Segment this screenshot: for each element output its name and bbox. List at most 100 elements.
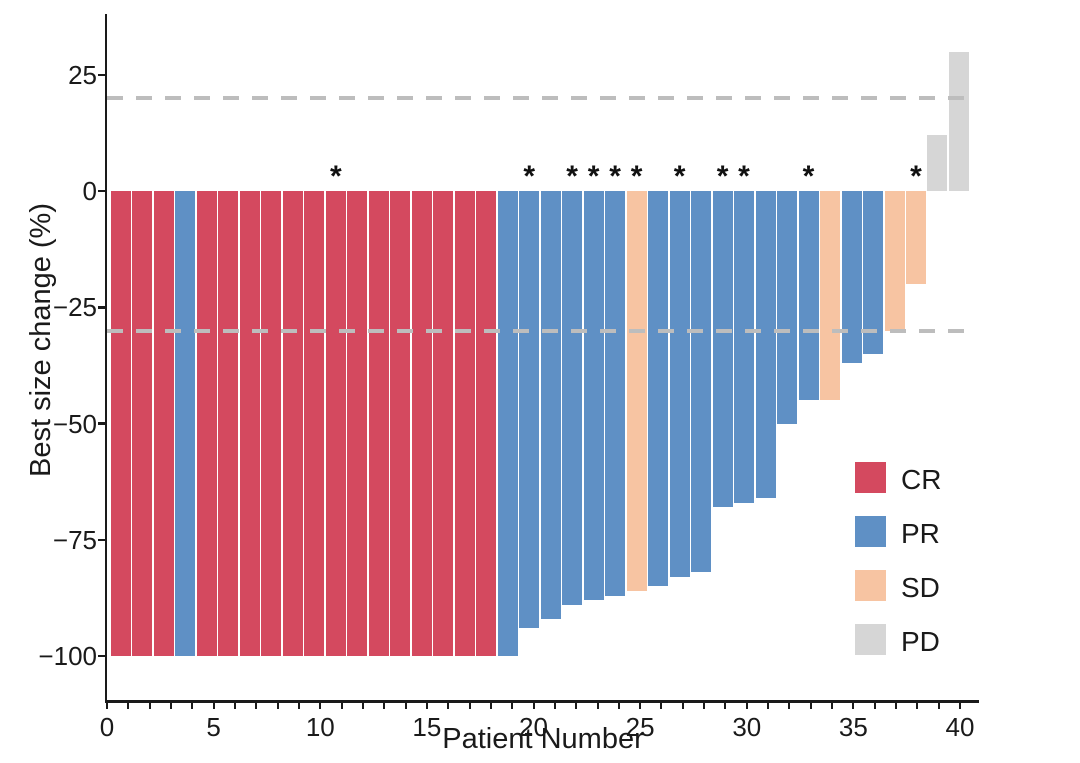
x-tick-36 bbox=[873, 702, 876, 709]
reference-line-minus30 bbox=[107, 328, 971, 333]
bar-patient-5 bbox=[196, 191, 217, 656]
x-tick-40 bbox=[959, 702, 961, 709]
legend-label-CR: CR bbox=[901, 464, 942, 495]
bar-patient-18 bbox=[476, 191, 497, 656]
bar-patient-15 bbox=[411, 191, 432, 656]
bar-patient-8 bbox=[261, 191, 282, 656]
x-tick-10 bbox=[319, 702, 322, 709]
x-tick-23 bbox=[596, 702, 599, 709]
bar-patient-16 bbox=[433, 191, 454, 656]
x-tick-38 bbox=[916, 702, 919, 709]
bar-patient-36 bbox=[863, 191, 883, 354]
x-tick-6 bbox=[233, 702, 236, 709]
x-tick-7 bbox=[255, 702, 258, 709]
bar-patient-31 bbox=[755, 191, 776, 498]
bar-patient-21 bbox=[540, 191, 561, 619]
x-tick-39 bbox=[937, 702, 940, 709]
legend-swatch-PD bbox=[855, 624, 886, 655]
legend-item-CR: CR bbox=[855, 462, 975, 495]
x-tick-17 bbox=[468, 702, 471, 709]
x-tick-18 bbox=[489, 702, 492, 709]
bar-patient-1 bbox=[110, 191, 131, 656]
legend-swatch-SD bbox=[855, 570, 886, 601]
asterisk-patient-30: * bbox=[738, 160, 750, 193]
bar-patient-33 bbox=[798, 191, 819, 401]
bar-patient-2 bbox=[132, 191, 153, 656]
asterisk-patient-38: * bbox=[910, 160, 922, 193]
x-tick-label-20: 20 bbox=[519, 712, 548, 742]
asterisk-patient-11: * bbox=[329, 160, 342, 193]
x-tick-15 bbox=[425, 702, 428, 709]
bar-patient-29 bbox=[712, 191, 733, 508]
y-tick-label--25: −25 bbox=[52, 292, 97, 323]
x-tick-0 bbox=[106, 702, 108, 709]
asterisk-patient-33: * bbox=[802, 160, 815, 193]
bar-patient-40 bbox=[948, 51, 969, 191]
x-tick-label-25: 25 bbox=[625, 712, 655, 742]
x-tick-25 bbox=[639, 702, 642, 709]
bar-patient-24 bbox=[605, 191, 626, 596]
x-tick-9 bbox=[297, 702, 300, 709]
x-tick-37 bbox=[895, 702, 897, 709]
bar-patient-35 bbox=[841, 191, 862, 364]
bar-patient-27 bbox=[669, 191, 690, 577]
bar-patient-39 bbox=[927, 135, 948, 191]
reference-line-plus20 bbox=[107, 96, 971, 100]
legend-label-PR: PR bbox=[901, 518, 940, 549]
x-tick-33 bbox=[809, 702, 812, 709]
x-axis-line bbox=[104, 700, 979, 703]
bar-patient-25 bbox=[626, 191, 647, 591]
y-tick--75 bbox=[98, 538, 107, 541]
y-tick--25 bbox=[98, 306, 107, 309]
x-tick-31 bbox=[767, 702, 770, 709]
x-tick-label-35: 35 bbox=[838, 712, 868, 742]
bar-patient-38 bbox=[906, 191, 926, 284]
x-tick-32 bbox=[788, 702, 791, 709]
bar-patient-26 bbox=[648, 191, 669, 587]
bar-patient-4 bbox=[175, 191, 196, 656]
bar-patient-13 bbox=[368, 191, 389, 656]
x-tick-19 bbox=[511, 702, 514, 709]
bar-patient-28 bbox=[691, 191, 712, 573]
x-tick-5 bbox=[212, 702, 215, 709]
bar-patient-7 bbox=[239, 191, 260, 656]
bar-patient-37 bbox=[884, 191, 905, 331]
x-tick-35 bbox=[852, 702, 855, 709]
bar-patient-19 bbox=[497, 191, 518, 656]
y-tick-label--50: −50 bbox=[52, 408, 97, 439]
asterisk-patient-27: * bbox=[673, 160, 686, 193]
asterisk-patient-24: * bbox=[609, 160, 621, 193]
x-tick-label-30: 30 bbox=[732, 712, 762, 742]
x-tick-20 bbox=[532, 702, 535, 709]
bar-patient-34 bbox=[820, 191, 840, 401]
asterisk-patient-25: * bbox=[630, 160, 643, 193]
x-tick-21 bbox=[553, 702, 556, 709]
bar-patient-22 bbox=[562, 191, 583, 605]
bar-patient-9 bbox=[282, 191, 303, 656]
x-tick-28 bbox=[703, 702, 706, 709]
y-tick-0 bbox=[98, 189, 107, 193]
y-tick-label--75: −75 bbox=[52, 524, 97, 555]
x-tick-30 bbox=[745, 702, 748, 709]
x-tick-13 bbox=[383, 702, 386, 709]
y-tick-25 bbox=[98, 73, 107, 76]
x-tick-22 bbox=[575, 702, 578, 709]
y-axis-line bbox=[104, 14, 107, 702]
y-tick--50 bbox=[98, 422, 107, 425]
asterisk-patient-20: * bbox=[523, 160, 536, 193]
bar-patient-12 bbox=[347, 191, 368, 656]
x-tick-12 bbox=[361, 702, 364, 709]
y-tick-label--100: −100 bbox=[38, 641, 97, 671]
legend-label-PD: PD bbox=[901, 626, 940, 657]
asterisk-patient-23: * bbox=[587, 160, 600, 193]
bar-patient-23 bbox=[583, 191, 604, 601]
bar-patient-6 bbox=[218, 191, 239, 656]
x-tick-27 bbox=[681, 702, 684, 709]
x-tick-label-15: 15 bbox=[412, 712, 442, 742]
legend-item-PR: PR bbox=[855, 516, 975, 549]
x-tick-11 bbox=[340, 702, 343, 709]
bar-patient-10 bbox=[304, 191, 325, 656]
bar-patient-32 bbox=[777, 191, 797, 424]
asterisk-patient-22: * bbox=[566, 160, 578, 193]
